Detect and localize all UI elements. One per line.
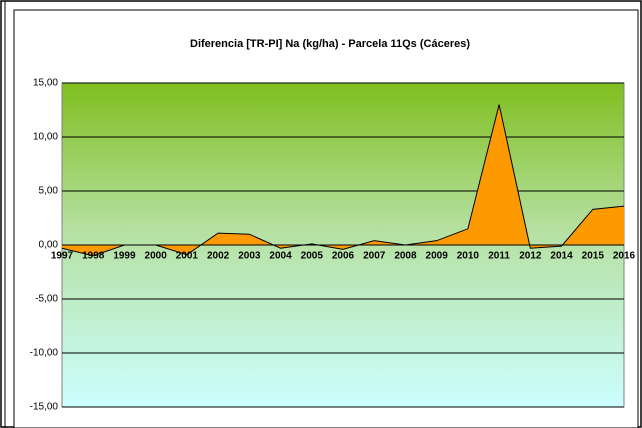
x-tick-label: 2011	[488, 251, 510, 262]
y-tick-label: -10,00	[30, 348, 59, 359]
x-tick-label: 2007	[363, 251, 386, 262]
x-tick-label: 2000	[145, 251, 168, 262]
x-tick-label: 1998	[82, 251, 105, 262]
x-tick-label: 2005	[301, 251, 324, 262]
x-tick-label: 2016	[613, 251, 636, 262]
x-tick-label: 1997	[51, 251, 74, 262]
x-tick-label: 2003	[238, 251, 261, 262]
x-tick-label: 2014	[550, 251, 573, 262]
x-tick-label: 2009	[426, 251, 449, 262]
area-fill	[62, 104, 624, 256]
x-tick-label: 2010	[457, 251, 480, 262]
y-tick-label: 0,00	[39, 240, 59, 251]
y-tick-label: -5,00	[35, 294, 58, 305]
x-tick-label: 2006	[332, 251, 355, 262]
x-tick-label: 2002	[207, 251, 230, 262]
x-tick-label: 2001	[176, 251, 199, 262]
x-tick-label: 2012	[519, 251, 542, 262]
x-tick-label: 2015	[582, 251, 605, 262]
x-tick-label: 1999	[113, 251, 136, 262]
chart-title: Diferencia [TR-PI] Na (kg/ha) - Parcela …	[190, 38, 470, 50]
y-tick-label: 10,00	[33, 132, 58, 143]
y-tick-label: 15,00	[33, 78, 58, 89]
y-tick-label: 5,00	[39, 186, 59, 197]
y-tick-label: -15,00	[30, 402, 59, 413]
x-tick-label: 2008	[394, 251, 417, 262]
x-tick-label: 2004	[269, 251, 292, 262]
